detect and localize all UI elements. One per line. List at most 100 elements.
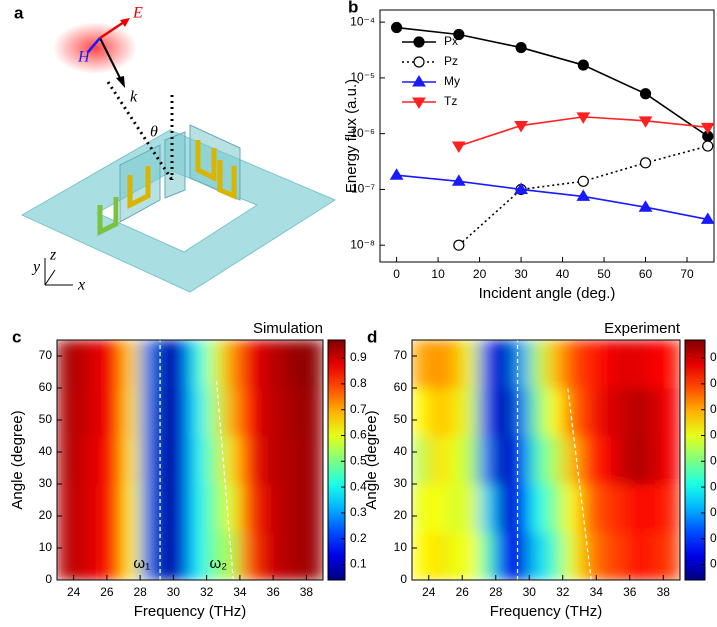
marker [577,59,589,71]
heatmap-cell [495,436,513,485]
marker [638,200,653,212]
marker [389,168,404,180]
marker [700,212,715,224]
marker [700,122,715,135]
incident-line [106,81,174,181]
beam-glow [53,22,137,74]
heatmap-cell [273,484,291,533]
heatmap-cell [190,388,208,437]
heatmap-cell [90,388,108,437]
heatmap-cell [445,436,463,485]
marker [514,121,528,133]
heatmap-cell [206,436,224,485]
x-tick-label: 32 [556,585,570,599]
y-tick-label: 60 [39,380,53,394]
x-tick-label: 30 [514,267,528,281]
heatmap-cell [223,436,241,485]
heatmap-cell [646,388,664,437]
colorbar-tick-label: 0.6 [350,428,367,442]
heatmap-cell [57,388,75,437]
heatmap-cell [529,484,547,533]
x-label: x [77,277,85,294]
heatmap-cell [273,436,291,485]
heatmap-cell [156,532,174,580]
colorbar-tick-label: 0.5 [350,453,367,467]
heatmap-cell [239,388,257,437]
heatmap-cell [90,532,108,580]
panel-title: Simulation [253,320,323,337]
y-tick-label: 10⁻⁴ [350,14,375,28]
x-tick-label: 36 [623,585,637,599]
y-tick-label: 10 [394,540,408,554]
theta-label: θ [150,124,158,141]
panel-label: d [367,327,377,346]
plot-frame [56,339,324,581]
heatmap-cell [289,388,307,437]
e-arrow [99,20,125,40]
y-tick-label: 70 [394,348,408,362]
marker [413,56,425,68]
x-axis-label: Frequency (THz) [134,603,247,620]
x-tick-label: 60 [639,267,653,281]
panel-label: c [12,327,21,346]
colorbar-tick-label: 0. [710,376,717,390]
y-axis-label: Angle (degree) [9,410,26,509]
guide-line [216,381,234,581]
y-tick-label: 50 [39,412,53,426]
x-tick-label: 30 [523,585,537,599]
y-tick-label: 10⁻⁸ [350,237,375,251]
x-tick-label: 0 [393,267,400,281]
colorbar-tick-label: 0.2 [350,531,367,545]
heatmap-cell [106,340,124,389]
heatmap-cell [223,484,241,533]
heatmap-cell [173,340,191,389]
heatmap-cell [428,340,446,389]
heatmap-cell [412,436,430,485]
heatmap-cell [106,532,124,580]
heatmap-cell [462,340,480,389]
panel [164,131,186,199]
marker [412,97,426,109]
heatmap-cell [239,484,257,533]
heatmap [57,340,323,580]
x-tick-label: 32 [200,585,214,599]
heatmap-cell [57,436,75,485]
heatmap-cell [529,340,547,389]
heatmap-cell [629,436,647,485]
heatmap-cell [445,484,463,533]
heatmap-cell [256,484,274,533]
colorbar-tick-label: 0.7 [350,402,367,416]
legend-item: My [402,74,460,88]
heatmap-cell [256,436,274,485]
heatmap-cell [106,484,124,533]
heatmap-cell [462,388,480,437]
heatmap-cell [479,532,497,580]
heatmap-cell [646,532,664,580]
heatmap-cell [90,484,108,533]
heatmap-cell [123,340,141,389]
heatmap-cell [306,340,323,389]
x-tick-label: 24 [422,585,436,599]
schematic: a E H k θ z y x [14,3,337,294]
heatmap-cell [289,436,307,485]
marker [451,141,466,154]
heatmap-cell [479,388,497,437]
colorbar-tick-label: 0. [710,428,717,442]
heatmap-cell [173,484,191,533]
heatmap-cell [596,388,614,437]
k-arrow [99,37,123,83]
marker [453,239,465,251]
heatmap-cell [546,484,564,533]
heatmap-cell [57,484,75,533]
marker [576,112,591,124]
heatmap-cell [206,532,224,580]
marker [639,88,652,100]
heatmap-cell [445,340,463,389]
heatmap-cell [140,484,158,533]
heatmap-cell [239,436,257,485]
guide-line [567,387,592,581]
heatmap-cell [90,340,108,389]
heatmap-cell [479,340,497,389]
heatmap-cell [156,484,174,533]
